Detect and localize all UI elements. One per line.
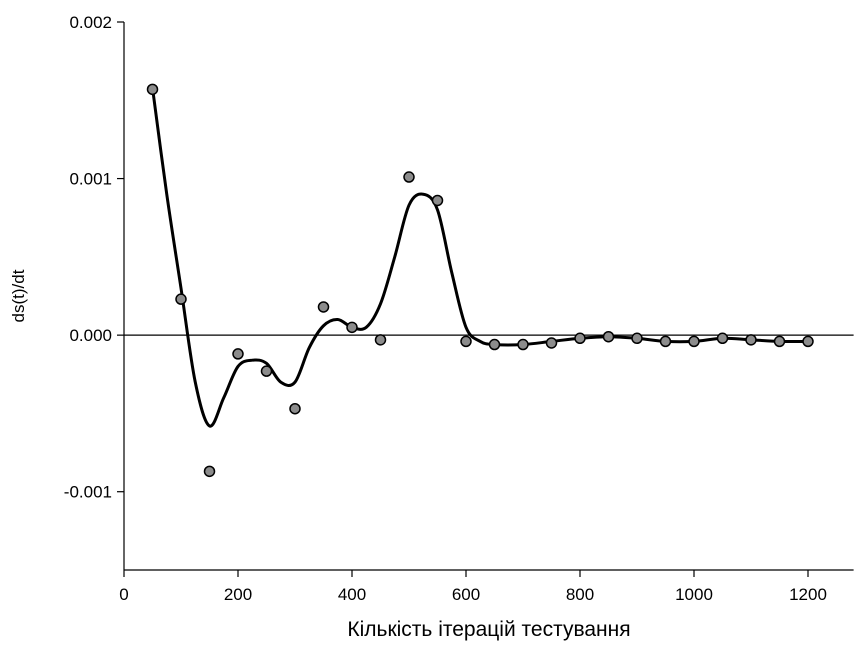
point [460,335,472,348]
fit-line [151,87,809,428]
x-axis-label: Кількість ітерацій тестування [347,618,630,641]
point [175,293,187,305]
y-axis-label: ds(t)/dt [9,269,28,322]
y-tick-label: 0.002 [69,13,112,32]
point [374,334,387,346]
point [574,332,586,345]
point [431,194,444,207]
point [260,365,273,377]
point [203,465,216,478]
point [317,301,330,313]
x-tick-label: 1200 [789,585,827,604]
point [659,335,672,348]
point [602,330,615,343]
y-tick-label: 0.000 [69,326,112,345]
point [517,338,529,351]
point [688,335,700,348]
x-tick-label: 600 [452,585,480,604]
point [716,332,729,345]
y-tick-label: -0.001 [64,483,112,502]
point [488,338,501,351]
point [545,337,558,349]
point [802,335,814,348]
x-tick-label: 200 [224,585,252,604]
x-tick-label: 1000 [675,585,713,604]
point [289,402,301,415]
x-tick-label: 400 [338,585,366,604]
x-tick-label: 800 [566,585,594,604]
x-tick-label: 0 [119,585,128,604]
y-tick-label: 0.001 [69,170,112,189]
point [346,321,358,334]
point [745,334,757,346]
point [146,83,159,96]
point [773,335,786,348]
point [631,332,643,345]
point [232,348,244,360]
point [403,171,415,183]
